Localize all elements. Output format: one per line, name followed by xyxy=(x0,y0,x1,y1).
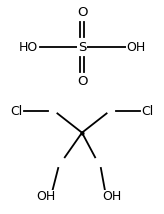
Text: OH: OH xyxy=(36,190,56,203)
Text: Cl: Cl xyxy=(10,105,22,118)
Text: Cl: Cl xyxy=(142,105,154,118)
Text: O: O xyxy=(77,75,87,88)
Text: S: S xyxy=(78,41,86,54)
Text: OH: OH xyxy=(102,190,121,203)
Text: OH: OH xyxy=(126,41,146,54)
Text: O: O xyxy=(77,6,87,19)
Text: HO: HO xyxy=(18,41,38,54)
